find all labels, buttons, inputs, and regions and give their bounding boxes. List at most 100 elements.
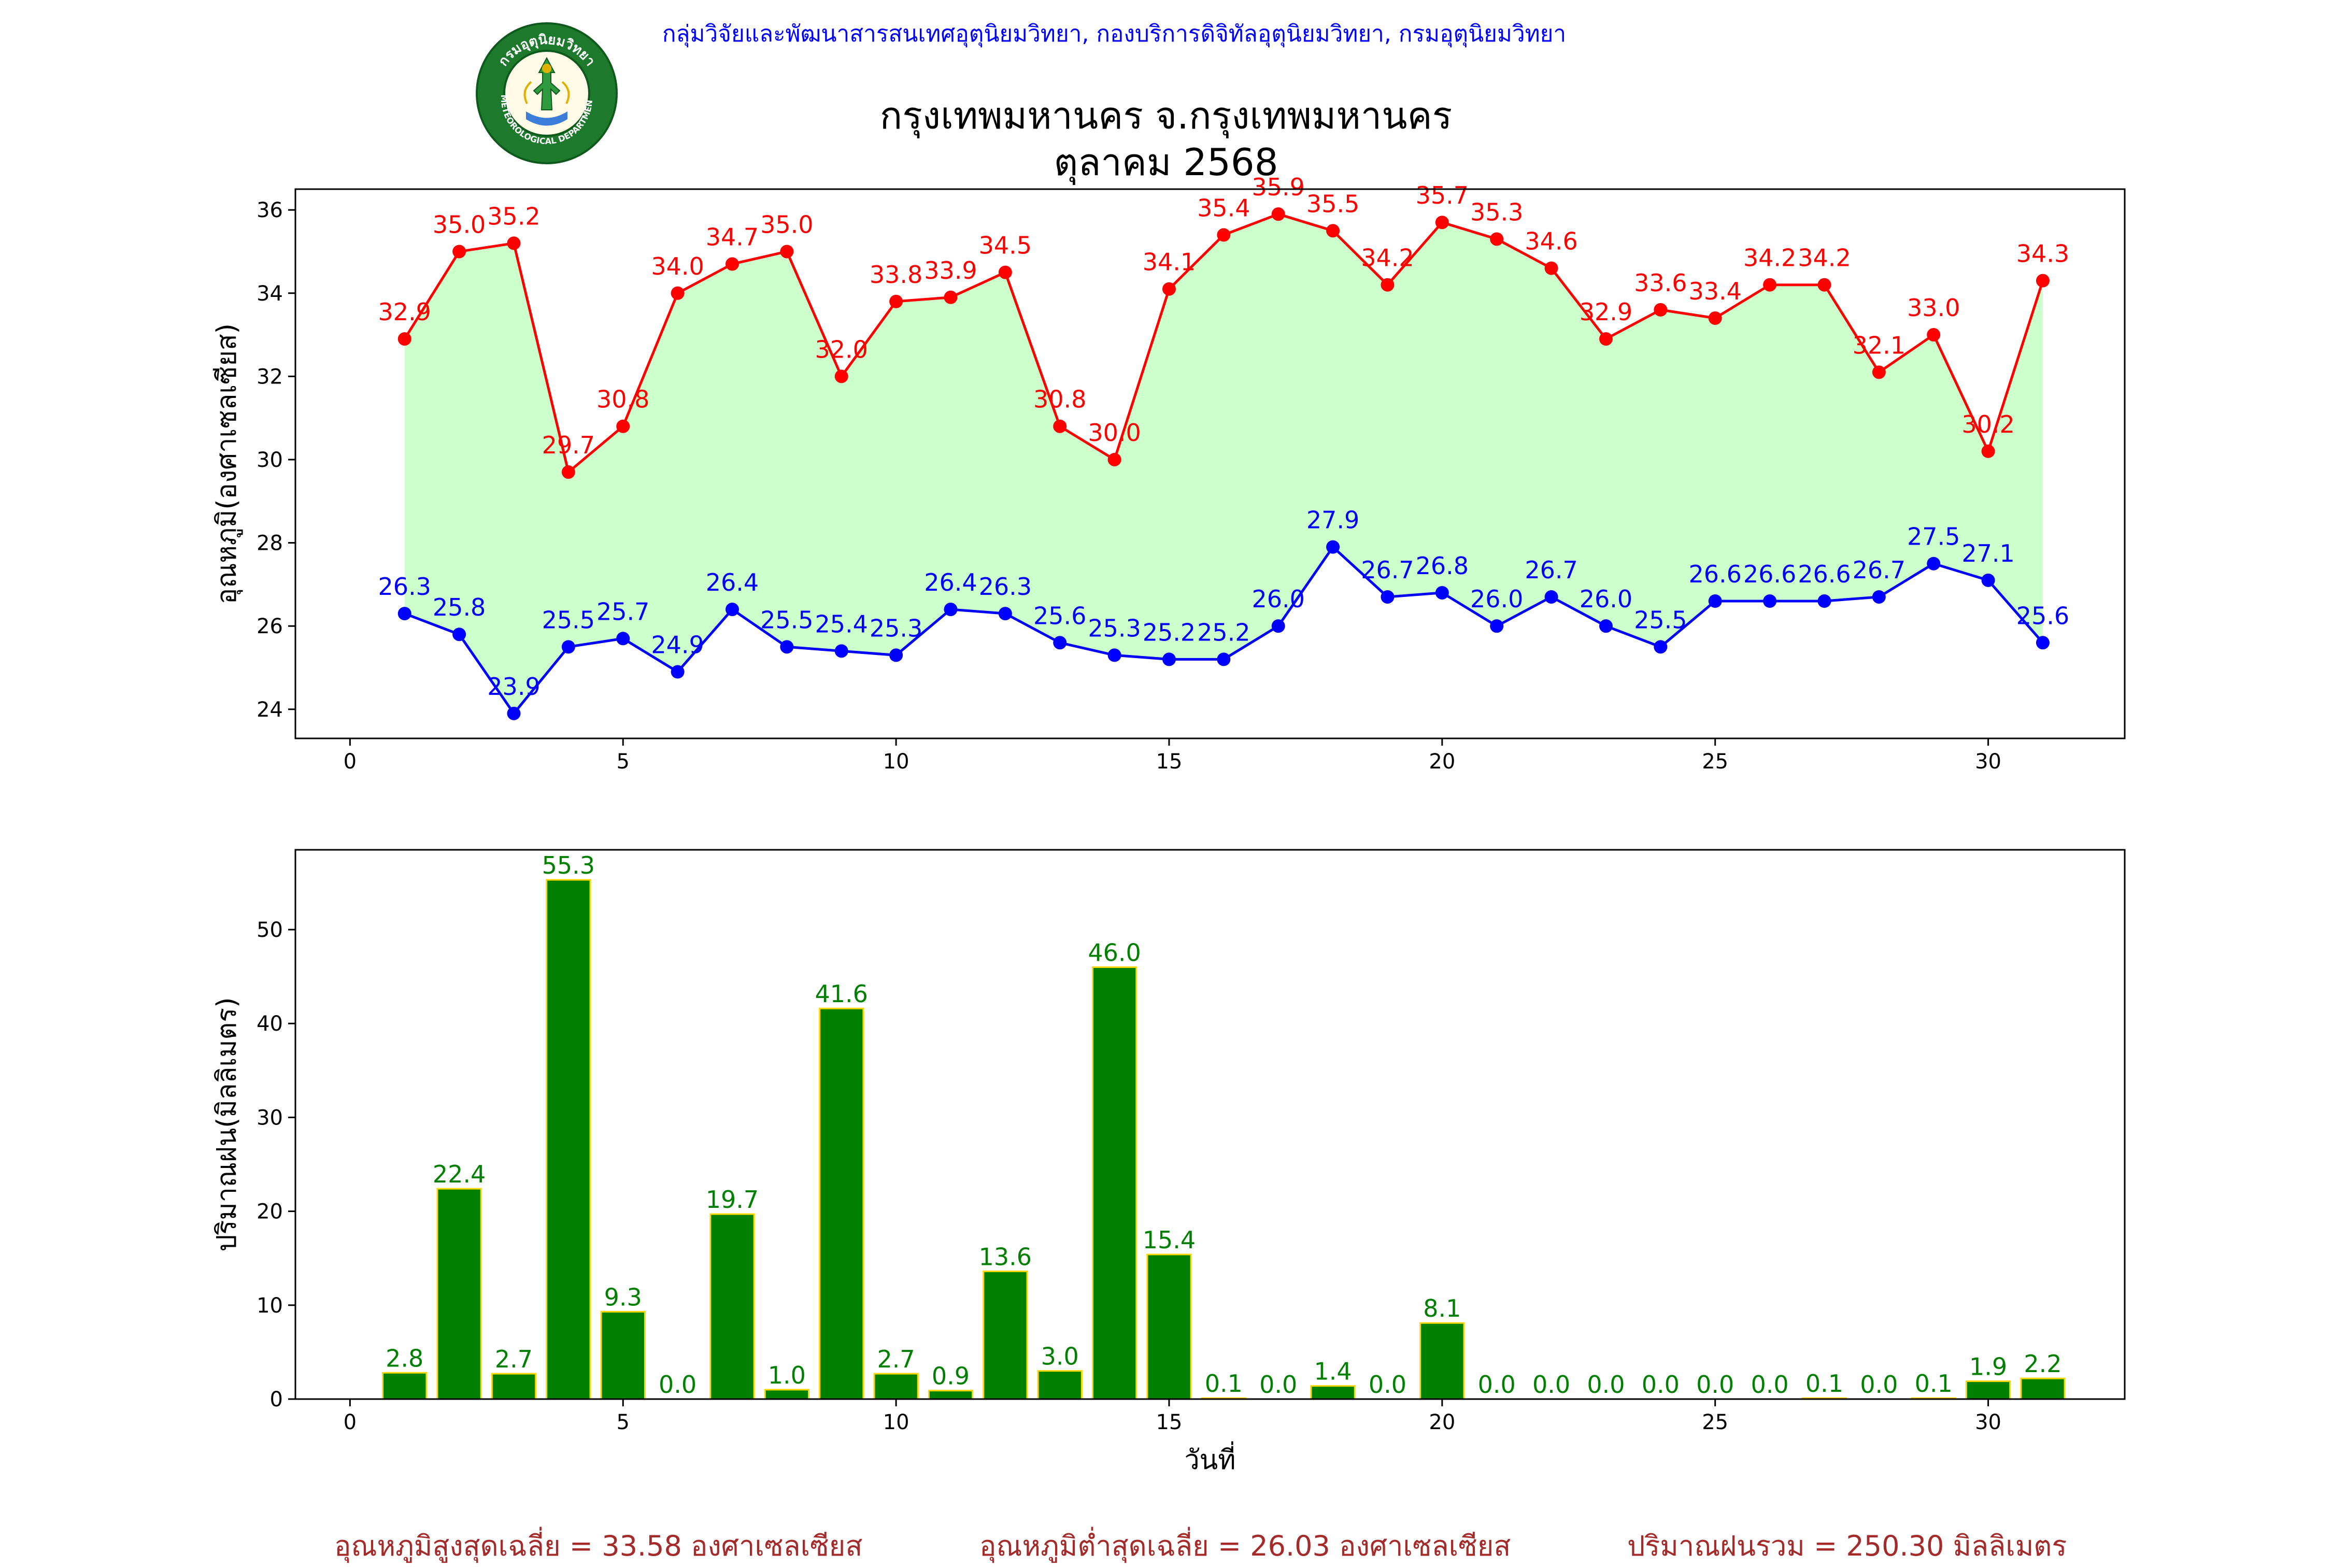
rain-label-day-2: 22.4 (433, 1160, 486, 1188)
min-temperature-point-day-26 (1763, 594, 1777, 608)
rain-bar-day-31 (2020, 1377, 2066, 1400)
min-temperature-point-day-30 (1981, 573, 1995, 587)
rainfall-x-tick-label: 25 (1702, 1410, 1728, 1434)
rain-label-day-1: 2.8 (386, 1344, 423, 1372)
min-temperature-point-day-23 (1599, 619, 1613, 633)
max-temperature-line (403, 212, 2044, 475)
min-temperature-point-day-3 (507, 706, 521, 720)
rain-label-day-16: 0.1 (1205, 1370, 1243, 1398)
max-temperature-label-day-24: 33.6 (1634, 269, 1687, 297)
rain-label-day-7: 19.7 (706, 1186, 759, 1214)
max-temperature-point-day-23 (1599, 332, 1613, 346)
temperature-plot-frame (294, 188, 2126, 739)
max-temperature-point-day-7 (725, 257, 739, 271)
summary-rain-total: ปริมาณฝนรวม = 250.30 มิลลิเมตร (1627, 1530, 2067, 1562)
rain-label-day-6: 0.0 (659, 1371, 696, 1399)
max-temperature-label-day-16: 35.4 (1197, 194, 1250, 222)
min-temperature-point-day-8 (780, 640, 794, 654)
temperature-x-tick-label: 5 (617, 750, 630, 774)
rain-label-day-27: 0.1 (1805, 1370, 1843, 1398)
min-temperature-label-day-11: 26.4 (924, 568, 977, 596)
rainfall-x-tick-label: 15 (1156, 1410, 1183, 1434)
rain-label-day-31: 2.2 (2024, 1350, 2061, 1378)
max-temperature-label-day-23: 32.9 (1580, 298, 1632, 326)
min-temperature-label-day-19: 26.7 (1361, 556, 1414, 584)
min-temperature-point-day-5 (616, 632, 630, 646)
min-temperature-label-day-28: 26.7 (1853, 556, 1906, 584)
temperature-x-tick-label: 0 (344, 750, 357, 774)
max-temperature-label-day-14: 30.0 (1088, 419, 1141, 447)
rain-label-day-14: 46.0 (1088, 938, 1141, 966)
rain-label-day-30: 1.9 (1969, 1353, 2007, 1381)
max-temperature-point-day-15 (1162, 282, 1176, 296)
rainfall-y-axis-label: ปริมาณฝน(มิลลิเมตร) (211, 997, 243, 1251)
rain-label-day-8: 1.0 (768, 1361, 806, 1389)
max-temperature-label-day-11: 33.9 (924, 256, 977, 284)
min-temperature-label-day-15: 25.2 (1143, 618, 1196, 646)
rain-label-day-18: 1.4 (1314, 1358, 1352, 1386)
rainfall-x-tick-label: 0 (344, 1410, 357, 1434)
min-temperature-label-day-24: 25.5 (1634, 606, 1687, 634)
max-temperature-label-day-8: 35.0 (760, 210, 813, 238)
max-temperature-point-day-13 (1053, 419, 1067, 433)
max-temperature-point-day-27 (1817, 278, 1831, 292)
max-temperature-label-day-13: 30.8 (1033, 386, 1086, 414)
min-temperature-label-day-10: 25.3 (870, 614, 922, 642)
min-temperature-point-day-17 (1271, 619, 1285, 633)
max-temperature-point-day-8 (780, 245, 794, 259)
max-temperature-point-day-16 (1217, 228, 1231, 242)
max-temperature-point-day-20 (1435, 216, 1449, 230)
rain-bar-day-29 (1911, 1397, 1956, 1400)
temperature-chart: 32.935.0 35.229.730.834.034.7 35.032.033.8… (211, 173, 2126, 774)
max-temperature-point-day-24 (1654, 303, 1668, 317)
max-temperature-label-day-15: 34.1 (1143, 248, 1196, 276)
max-temperature-label-day-21: 35.3 (1470, 198, 1523, 226)
rainfall-y-tick-label: 50 (257, 918, 283, 942)
rain-label-day-10: 2.7 (877, 1345, 915, 1373)
min-temperature-point-day-24 (1654, 640, 1668, 654)
temperature-y-axis-label: อุณหภูมิ(องศาเซลเซียส) (211, 323, 243, 604)
seal-deity-figure (523, 56, 570, 126)
max-temperature-label-day-9: 32.0 (815, 335, 868, 363)
rain-bar-day-7 (709, 1213, 755, 1400)
rain-bar-day-9 (819, 1007, 864, 1400)
rain-label-day-4: 55.3 (542, 851, 595, 879)
max-temperature-point-day-12 (998, 265, 1012, 279)
rain-label-day-5: 9.3 (604, 1283, 642, 1311)
rainfall-y-tick-label: 40 (257, 1012, 283, 1036)
min-temperature-point-day-20 (1435, 586, 1449, 600)
min-temperature-label-day-29: 27.5 (1907, 523, 1960, 551)
min-temperature-label-day-4: 25.5 (542, 606, 595, 634)
rain-bar-day-11 (928, 1390, 974, 1400)
min-temperature-label-day-5: 25.7 (596, 597, 649, 625)
rainfall-plot-frame (294, 849, 2126, 1400)
rainfall-y-tick-label: 20 (257, 1200, 283, 1224)
rain-label-day-15: 15.4 (1143, 1226, 1196, 1254)
max-temperature-label-day-28: 32.1 (1853, 331, 1906, 359)
max-temperature-point-day-19 (1381, 278, 1395, 292)
max-temperature-label-day-18: 35.5 (1306, 190, 1359, 218)
rain-label-day-24: 0.0 (1642, 1371, 1680, 1399)
max-temperature-point-day-4 (561, 465, 575, 479)
max-temperature-label-day-22: 34.6 (1525, 227, 1577, 255)
rainfall-chart: 2.8 22.4 2.7 55.3 9.3 0.0 19.7 1.0 41.6 2.7 0.9 13.… (211, 849, 2126, 1476)
rain-bar-day-20 (1419, 1322, 1465, 1400)
temperature-y-tick-label: 26 (257, 615, 283, 638)
max-temperature-point-day-21 (1490, 232, 1504, 246)
min-temperature-point-day-15 (1162, 652, 1176, 666)
min-temperature-label-day-6: 24.9 (651, 631, 704, 659)
rainfall-y-tick-label: 30 (257, 1106, 283, 1130)
rain-label-day-12: 13.6 (979, 1243, 1032, 1271)
temperature-y-tick-label: 28 (257, 532, 283, 555)
rainfall-x-tick-label: 30 (1975, 1410, 2001, 1434)
max-temperature-label-day-2: 35.0 (433, 210, 486, 238)
max-temperature-label-day-19: 34.2 (1361, 244, 1414, 272)
max-temperature-point-day-6 (671, 286, 685, 300)
min-temperature-point-day-11 (944, 603, 958, 617)
temperature-y-tick-label: 34 (257, 282, 283, 306)
max-temperature-point-day-2 (452, 245, 466, 259)
rain-label-day-13: 3.0 (1041, 1343, 1079, 1371)
max-temperature-point-day-28 (1872, 365, 1886, 379)
temperature-y-tick-label: 24 (257, 698, 283, 722)
min-temperature-point-day-21 (1490, 619, 1504, 633)
